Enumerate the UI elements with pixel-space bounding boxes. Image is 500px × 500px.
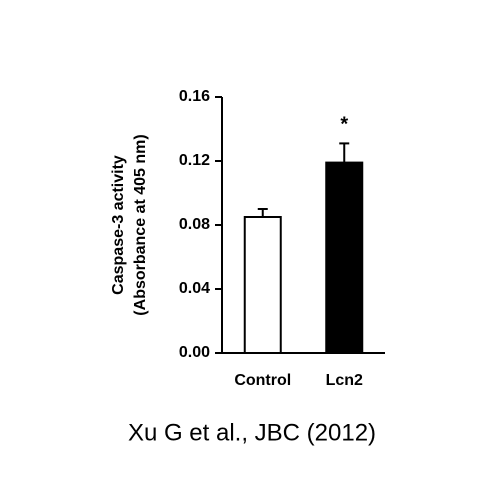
y-tick-label: 0.12 — [179, 152, 210, 169]
source-caption: Xu G et al., JBC (2012) — [128, 419, 376, 446]
y-tick-label: 0.00 — [179, 344, 210, 361]
y-tick-label: 0.08 — [179, 216, 210, 233]
y-axis-label: Caspase-3 activity — [110, 155, 127, 295]
bar — [325, 161, 364, 354]
bar — [243, 216, 282, 354]
significance-marker: * — [340, 114, 348, 136]
y-axis-label: (Absorbance at 405 nm) — [132, 134, 149, 315]
y-tick-label: 0.04 — [179, 280, 210, 297]
y-tick-label: 0.16 — [179, 88, 210, 105]
x-tick-label: Lcn2 — [326, 372, 363, 389]
x-tick-label: Control — [234, 372, 291, 389]
